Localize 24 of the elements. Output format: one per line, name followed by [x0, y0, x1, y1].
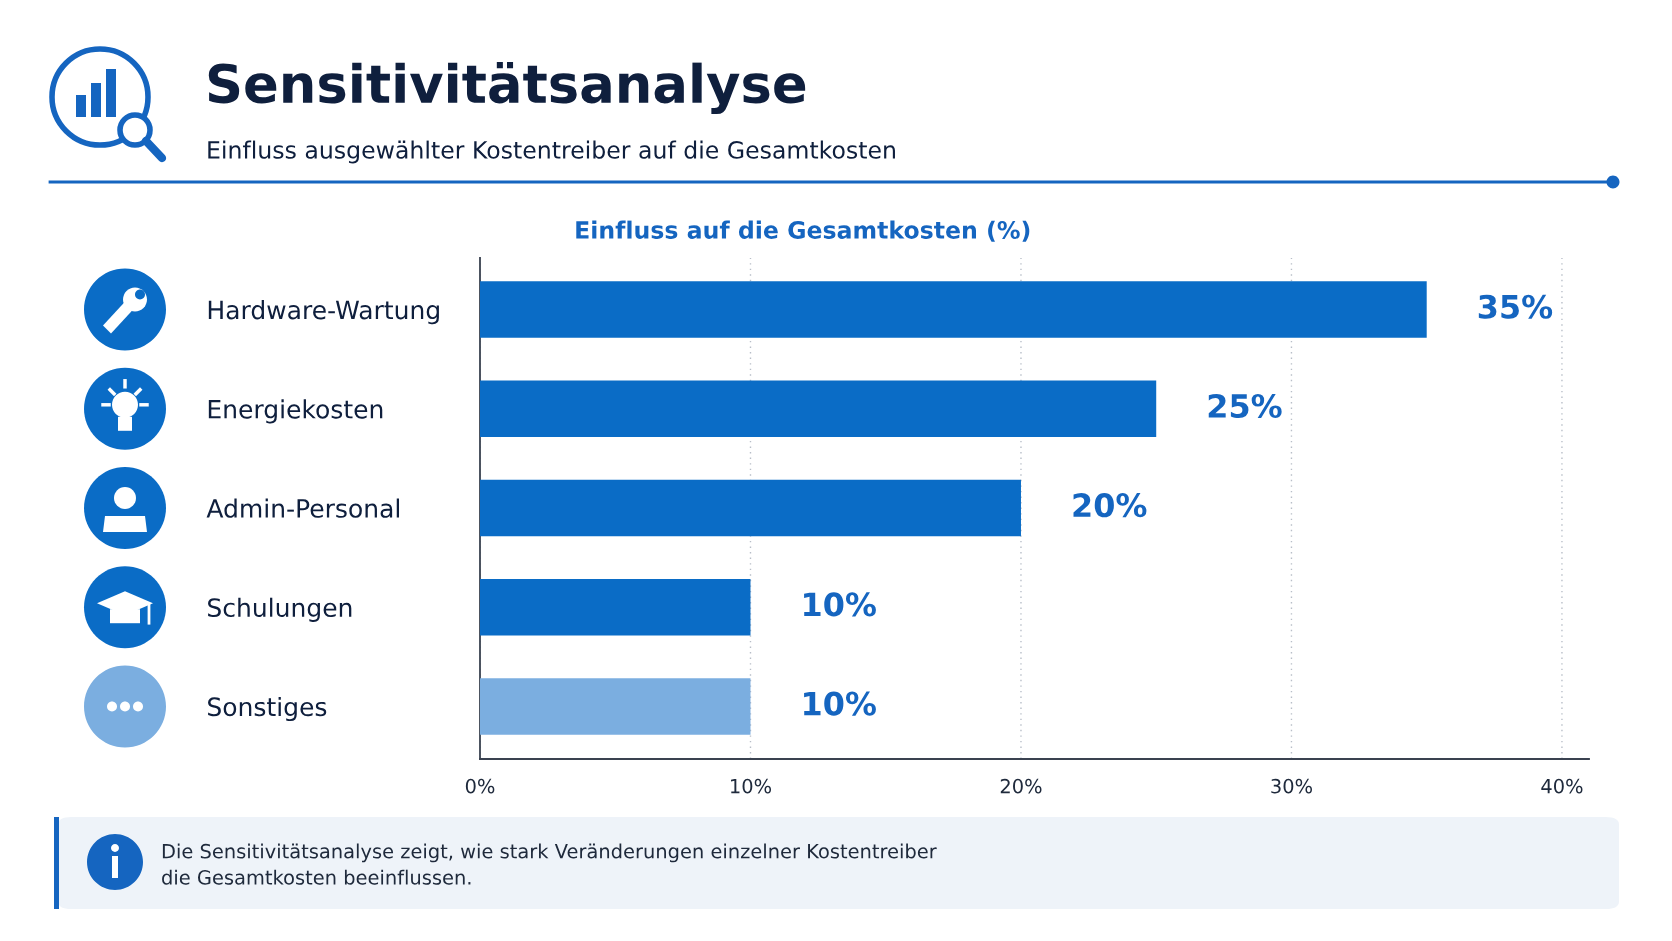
x-tick-label: 20%: [1000, 778, 1042, 794]
data-label: 10%: [804, 592, 876, 617]
data-label: 35%: [1478, 294, 1553, 319]
x-tick-label: 10%: [731, 778, 772, 794]
chart-title: Sensitivitätsanalyse: [208, 61, 806, 115]
data-label: 25%: [1208, 393, 1282, 419]
chart-subtitle: Einfluss ausgewählter Kostentreiber auf die Gesamtkosten: [208, 140, 895, 164]
x-axis-title: Einfluss auf die Gesamtkosten (%): [576, 220, 1030, 242]
y-tick-label: Energiekosten: [208, 399, 383, 424]
x-tick-label: 0%: [465, 778, 495, 794]
bar: [480, 380, 1157, 438]
y-tick-label: Admin-Personal: [206, 498, 399, 518]
x-tick-label: 40%: [1541, 778, 1583, 794]
bar: [480, 281, 1427, 338]
y-tick-label: Sonstiges: [208, 696, 327, 722]
bar: [480, 578, 751, 636]
y-tick-label: Schulungen: [208, 597, 352, 622]
bar: [480, 479, 1021, 537]
data-label: 20%: [1073, 493, 1147, 518]
y-tick-label: Hardware-Wartung: [208, 300, 439, 325]
data-label: 10%: [804, 691, 876, 716]
bar: [480, 678, 751, 735]
text: Die Sensitivitätsanalyse zeigt, wie stark Veränderungen einzelner Kostentreiber die Gesamtkosten beeinflussen.: [162, 843, 937, 885]
x-tick-label: 30%: [1271, 778, 1312, 794]
